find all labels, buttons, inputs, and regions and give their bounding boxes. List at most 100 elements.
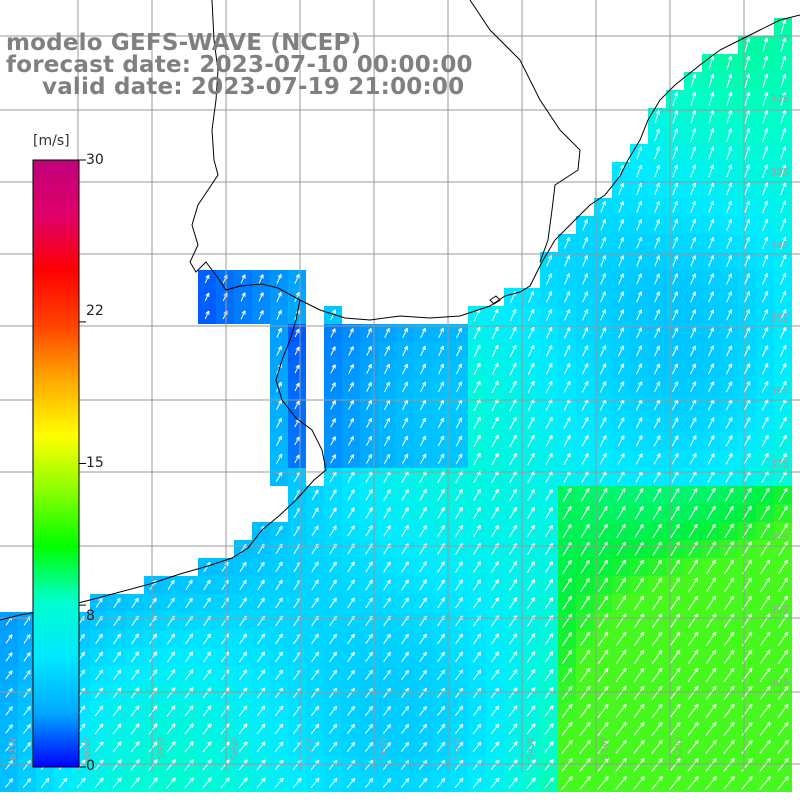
wind-arrow [744,200,751,214]
wind-arrow [671,381,679,393]
wind-arrow [761,309,769,321]
wind-arrow [653,381,661,393]
wind-arrow [401,488,409,501]
wind-arrow [652,523,662,539]
wind-arrow [563,381,571,393]
wind-arrow [726,164,733,178]
wind-arrow [455,417,463,429]
wind-arrow [652,487,662,502]
wind-arrow [473,326,481,340]
wind-arrow [509,506,517,519]
colorbar-tick-15: 15 [86,455,104,471]
wind-arrow [744,55,751,71]
wind-arrow [491,380,499,394]
wind-arrow [527,488,535,501]
wind-arrow [690,327,696,339]
wind-arrow [509,488,517,501]
wind-arrow [636,255,642,267]
wind-arrow [636,182,643,195]
wind-arrow [329,525,337,537]
wind-arrow [778,541,788,557]
wind-arrow [473,579,481,591]
wind-arrow [348,454,355,464]
wind-arrow [239,579,247,591]
wind-arrow [689,435,697,447]
wind-arrow [708,164,715,178]
wind-arrow [473,561,481,573]
wind-arrow [437,561,445,573]
wind-arrow [672,110,679,124]
wind-arrow [347,525,355,537]
wind-arrow [437,417,445,429]
wind-arrow [636,345,643,357]
wind-arrow [491,524,499,537]
wind-arrow [690,309,696,321]
wind-arrow [654,291,660,303]
wind-arrow [762,73,769,88]
wind-arrow [473,380,481,394]
wind-arrow [366,327,372,338]
wind-arrow [509,326,517,340]
wind-arrow [672,309,678,321]
wind-arrow [760,559,771,575]
wind-arrow [672,128,679,142]
wind-arrow [401,561,409,573]
lon-label: 56W [378,737,389,760]
wind-arrow [420,363,426,375]
wind-arrow [294,400,300,410]
wind-arrow [581,417,589,429]
wind-arrow [634,523,644,539]
wind-arrow [616,505,626,520]
wind-arrow [240,292,246,302]
wind-arrow [598,505,608,520]
lat-label: 36S [770,386,789,397]
wind-arrow [473,416,481,430]
wind-arrow [616,523,626,538]
wind-arrow [167,579,175,591]
wind-arrow [726,236,733,249]
wind-arrow [491,434,499,448]
wind-arrow [653,453,661,465]
wind-arrow [654,182,661,196]
wind-arrow [383,507,391,519]
wind-arrow [581,381,589,393]
wind-arrow [778,487,788,503]
wind-arrow [618,200,625,213]
wind-arrow [456,363,463,375]
wind-arrow [616,559,626,575]
wind-arrow [670,487,680,502]
wind-arrow [528,290,535,303]
wind-arrow [688,523,698,539]
wind-arrow [690,146,697,160]
wind-arrow [779,416,787,429]
wind-arrow [778,523,788,539]
wind-arrow [672,200,679,213]
wind-arrow [455,506,463,519]
wind-arrow [204,274,210,284]
wind-arrow [600,219,607,231]
wind-arrow [670,541,680,557]
wind-arrow [743,453,751,465]
wind-arrow [365,489,373,501]
wind-arrow [706,487,716,502]
wind-arrow [653,363,661,375]
wind-arrow [275,525,283,537]
wind-arrow [598,559,608,575]
wind-arrow [672,255,678,267]
lat-label: 40S [770,678,789,689]
wind-arrow [257,579,265,591]
wind-arrow [744,73,751,88]
wind-arrow [240,310,246,320]
wind-arrow [708,218,715,231]
wind-arrow [545,434,553,447]
wind-arrow [437,506,445,519]
wind-arrow [365,507,373,519]
wind-arrow [761,345,769,357]
wind-arrow [708,327,714,339]
wind-arrow [437,579,445,591]
wind-arrow [311,579,319,591]
wind-arrow [420,345,426,357]
wind-arrow [652,559,662,575]
wind-arrow [725,381,733,393]
